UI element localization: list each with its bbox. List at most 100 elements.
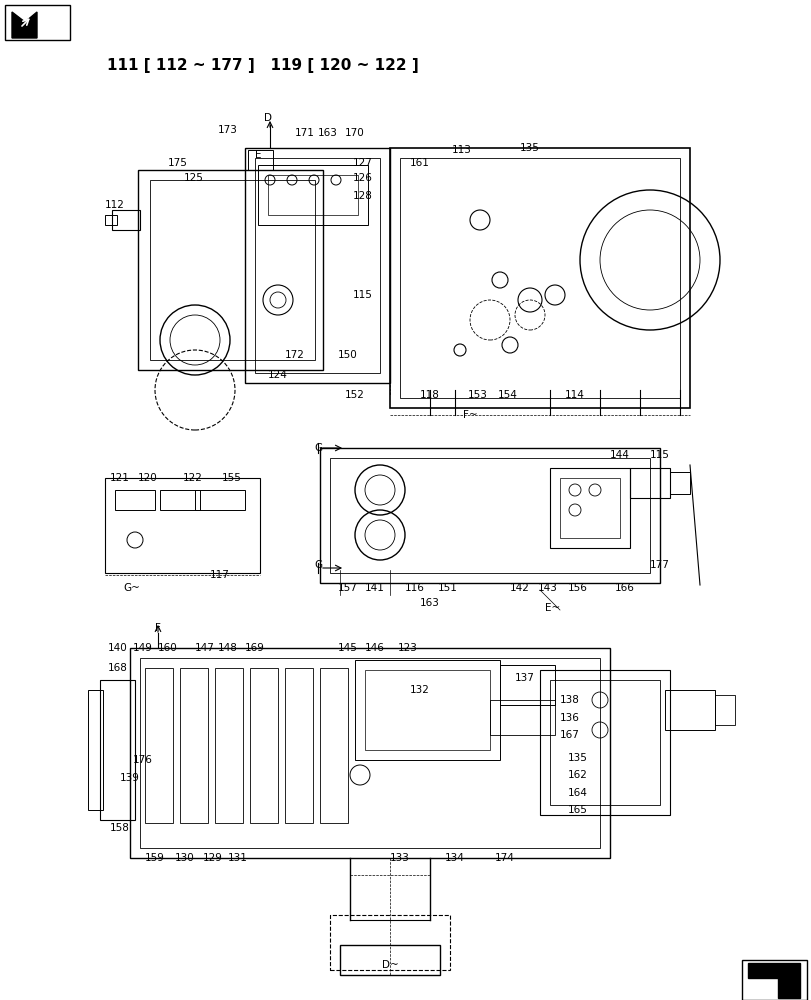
Bar (139, 658, 599, 848)
Bar (320, 668, 348, 823)
Text: 139: 139 (120, 773, 139, 783)
Text: 133: 133 (389, 853, 410, 863)
Text: 120: 120 (138, 473, 157, 483)
Text: 126: 126 (353, 173, 372, 183)
Text: 111 [ 112 ~ 177 ]   119 [ 120 ~ 122 ]: 111 [ 112 ~ 177 ] 119 [ 120 ~ 122 ] (107, 58, 418, 73)
Bar (629, 468, 669, 498)
Text: 153: 153 (467, 390, 487, 400)
Bar (215, 668, 242, 823)
Text: 114: 114 (564, 390, 584, 400)
Text: 140: 140 (108, 643, 127, 653)
Text: 156: 156 (568, 583, 587, 593)
Bar (115, 490, 155, 510)
Text: 118: 118 (419, 390, 440, 400)
Bar (489, 700, 554, 735)
Text: 124: 124 (268, 370, 288, 380)
Text: 177: 177 (650, 560, 669, 570)
Text: 154: 154 (497, 390, 517, 400)
Text: 155: 155 (221, 473, 242, 483)
Text: G: G (314, 560, 322, 570)
Text: 157: 157 (337, 583, 358, 593)
Text: 159: 159 (145, 853, 165, 863)
Text: 171: 171 (294, 128, 315, 138)
Text: 138: 138 (560, 695, 579, 705)
Bar (400, 158, 679, 398)
Text: 142: 142 (509, 583, 530, 593)
Bar (150, 180, 315, 360)
Text: G~: G~ (123, 583, 140, 593)
Text: 123: 123 (397, 643, 418, 653)
Text: 144: 144 (609, 450, 629, 460)
Text: 121: 121 (110, 473, 130, 483)
Text: 175: 175 (168, 158, 187, 168)
Bar (250, 668, 277, 823)
Bar (100, 680, 135, 820)
Text: 151: 151 (437, 583, 457, 593)
Text: 170: 170 (345, 128, 364, 138)
Text: G: G (314, 443, 322, 453)
Text: 112: 112 (105, 200, 125, 210)
Text: 167: 167 (560, 730, 579, 740)
Text: 172: 172 (285, 350, 305, 360)
Bar (105, 478, 260, 573)
Bar (247, 150, 272, 170)
Bar (560, 478, 620, 538)
Text: 162: 162 (568, 770, 587, 780)
Bar (138, 170, 323, 370)
Bar (180, 668, 208, 823)
Bar (88, 690, 103, 810)
Bar (329, 915, 449, 970)
Bar (268, 175, 358, 215)
Text: 149: 149 (133, 643, 152, 653)
Text: 163: 163 (419, 598, 440, 608)
Bar (549, 680, 659, 805)
Text: 143: 143 (538, 583, 557, 593)
Text: 176: 176 (133, 755, 152, 765)
Text: 173: 173 (218, 125, 238, 135)
Text: 150: 150 (337, 350, 358, 360)
Bar (389, 148, 689, 408)
Text: 135: 135 (568, 753, 587, 763)
Text: 129: 129 (203, 853, 223, 863)
Bar (741, 960, 806, 1000)
Text: 125: 125 (184, 173, 204, 183)
Text: 115: 115 (353, 290, 372, 300)
Bar (105, 215, 117, 225)
Bar (365, 670, 489, 750)
Text: 116: 116 (405, 583, 424, 593)
Text: 115: 115 (650, 450, 669, 460)
Text: F~: F~ (462, 410, 477, 420)
Text: F: F (155, 623, 161, 633)
Text: 165: 165 (568, 805, 587, 815)
Polygon shape (12, 12, 37, 38)
Text: 147: 147 (195, 643, 215, 653)
Bar (354, 660, 500, 760)
Text: D: D (264, 113, 272, 123)
Text: 136: 136 (560, 713, 579, 723)
Text: 132: 132 (410, 685, 429, 695)
Text: 161: 161 (410, 158, 429, 168)
Text: 135: 135 (519, 143, 539, 153)
Text: 160: 160 (158, 643, 178, 653)
Text: 169: 169 (245, 643, 264, 653)
Text: 130: 130 (175, 853, 195, 863)
Bar (130, 648, 609, 858)
Text: 152: 152 (345, 390, 364, 400)
Bar (329, 458, 649, 573)
Text: 122: 122 (182, 473, 203, 483)
Bar (255, 158, 380, 373)
Bar (5, 5, 70, 40)
Bar (112, 210, 139, 230)
Polygon shape (747, 963, 799, 998)
Text: 168: 168 (108, 663, 128, 673)
Bar (500, 665, 554, 705)
Bar (258, 165, 367, 225)
Bar (340, 945, 440, 975)
Bar (285, 668, 312, 823)
Text: 164: 164 (568, 788, 587, 798)
Text: 158: 158 (110, 823, 130, 833)
Text: 127: 127 (353, 158, 372, 168)
Bar (539, 670, 669, 815)
Bar (320, 448, 659, 583)
Text: 166: 166 (614, 583, 634, 593)
